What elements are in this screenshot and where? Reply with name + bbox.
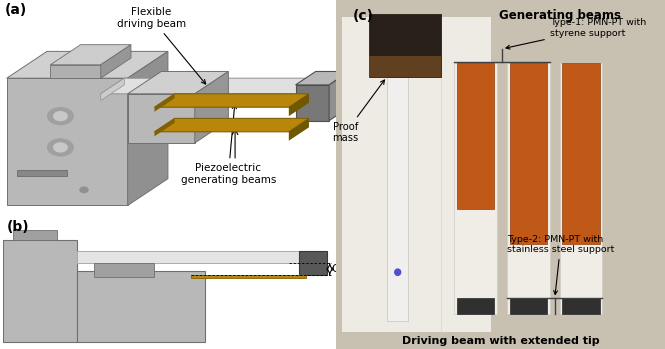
Circle shape — [54, 143, 67, 152]
Bar — [3, 240, 77, 342]
Bar — [94, 263, 154, 277]
Text: Flexible
driving beam: Flexible driving beam — [116, 7, 205, 84]
Bar — [13, 230, 57, 240]
Polygon shape — [154, 94, 175, 112]
Polygon shape — [154, 118, 309, 132]
Text: (b): (b) — [7, 220, 29, 234]
Polygon shape — [128, 51, 168, 206]
Polygon shape — [51, 45, 131, 65]
Bar — [509, 298, 547, 314]
Bar — [342, 17, 491, 332]
Bar — [457, 298, 495, 314]
Polygon shape — [289, 94, 309, 116]
Polygon shape — [295, 72, 349, 85]
Text: Driving beam with extended tip: Driving beam with extended tip — [402, 335, 599, 346]
Bar — [77, 251, 313, 263]
Bar — [299, 251, 327, 275]
Polygon shape — [7, 51, 168, 78]
Bar — [507, 63, 550, 314]
Circle shape — [395, 269, 401, 275]
Bar — [509, 63, 547, 244]
Bar — [368, 14, 441, 77]
Polygon shape — [329, 72, 349, 121]
Polygon shape — [7, 78, 128, 206]
Text: (c): (c) — [352, 9, 373, 23]
Text: Generating beams: Generating beams — [499, 9, 620, 22]
Bar — [387, 77, 408, 321]
Polygon shape — [289, 118, 309, 141]
Text: (a): (a) — [5, 3, 27, 17]
Bar — [77, 270, 205, 342]
Polygon shape — [295, 85, 329, 121]
Circle shape — [48, 139, 73, 156]
Text: Proof
mass: Proof mass — [332, 80, 384, 143]
Text: Type-1: PMN-PT with
styrene support: Type-1: PMN-PT with styrene support — [506, 18, 646, 49]
Polygon shape — [195, 72, 228, 143]
Bar — [17, 170, 67, 177]
Bar — [368, 56, 441, 77]
Polygon shape — [154, 94, 309, 107]
Circle shape — [48, 107, 73, 125]
Bar — [454, 63, 497, 314]
Text: Piezoelectric
generating beams: Piezoelectric generating beams — [181, 104, 276, 185]
Bar — [563, 63, 600, 244]
Text: Type-2: PMN-PT with
stainless steel support: Type-2: PMN-PT with stainless steel supp… — [507, 235, 614, 295]
Bar — [457, 63, 495, 209]
Polygon shape — [51, 65, 101, 78]
Bar — [563, 298, 600, 314]
Bar — [192, 275, 306, 278]
Polygon shape — [101, 78, 332, 94]
Polygon shape — [154, 118, 175, 136]
Text: Gap: Gap — [332, 265, 353, 274]
Bar — [560, 63, 602, 314]
Circle shape — [54, 112, 67, 121]
Polygon shape — [101, 78, 124, 101]
Polygon shape — [128, 94, 195, 143]
Circle shape — [80, 187, 88, 193]
Polygon shape — [128, 72, 228, 94]
Polygon shape — [101, 45, 131, 78]
